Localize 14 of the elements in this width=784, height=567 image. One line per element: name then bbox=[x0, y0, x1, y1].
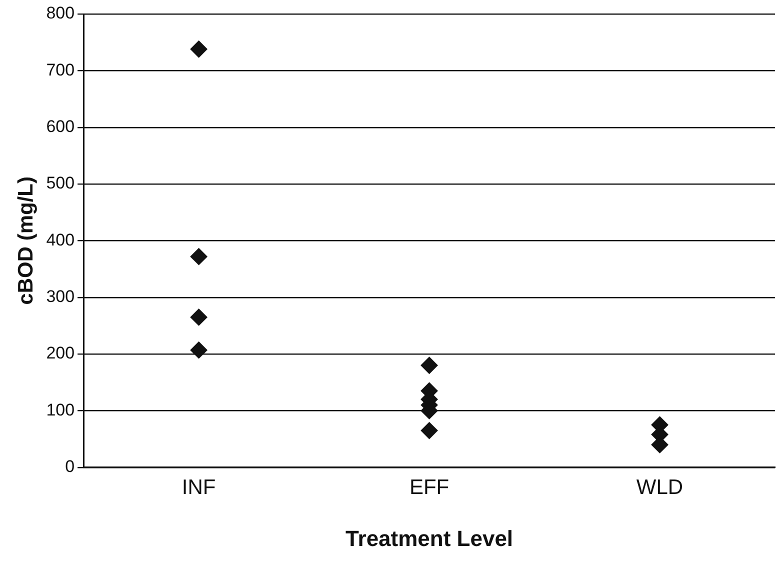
y-tick-label: 0 bbox=[65, 457, 75, 476]
y-tick-label: 800 bbox=[46, 4, 75, 23]
x-tick-label: INF bbox=[182, 476, 216, 499]
y-axis-title: cBOD (mg/L) bbox=[14, 176, 38, 305]
y-tick-label: 300 bbox=[46, 287, 75, 306]
y-tick-label: 100 bbox=[46, 400, 75, 420]
y-tick-label: 600 bbox=[46, 117, 75, 136]
x-tick-label: WLD bbox=[636, 476, 684, 499]
y-tick-label: 400 bbox=[46, 230, 75, 250]
y-tick-label: 500 bbox=[46, 174, 75, 193]
x-tick-label: EFF bbox=[409, 476, 450, 499]
y-tick-label: 700 bbox=[46, 60, 75, 80]
x-axis-title: Treatment Level bbox=[346, 526, 514, 551]
y-tick-label: 200 bbox=[46, 344, 75, 363]
